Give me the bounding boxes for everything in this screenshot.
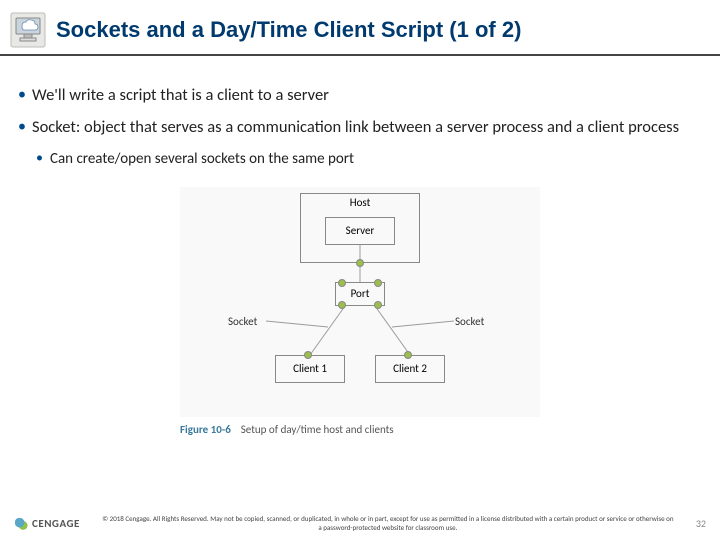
socket-dot xyxy=(304,351,312,359)
network-diagram: Host Server Port Client 1 Client 2 Socke… xyxy=(180,187,540,417)
slide-footer: CENGAGE © 2018 Cengage. All Rights Reser… xyxy=(0,515,720,532)
logo-text: CENGAGE xyxy=(32,517,80,530)
socket-dot xyxy=(374,279,382,287)
figure-caption: Figure 10-6 Setup of day/time host and c… xyxy=(180,423,540,436)
cengage-logo: CENGAGE xyxy=(14,517,80,531)
logo-mark-icon xyxy=(14,517,28,531)
copyright-text: © 2018 Cengage. All Rights Reserved. May… xyxy=(80,515,696,532)
slide-body: We'll write a script that is a client to… xyxy=(0,56,720,436)
figure-number: Figure 10-6 xyxy=(180,423,231,436)
socket-dot xyxy=(338,301,346,309)
diagram-edges xyxy=(180,187,540,417)
figure-caption-text: Setup of day/time host and clients xyxy=(241,423,394,436)
slide-header: Sockets and a Day/Time Client Script (1 … xyxy=(0,0,720,56)
bullet-item: Socket: object that serves as a communic… xyxy=(18,116,702,138)
slide-title: Sockets and a Day/Time Client Script (1 … xyxy=(56,17,521,43)
socket-dot xyxy=(338,279,346,287)
sub-bullet-item: Can create/open several sockets on the s… xyxy=(18,149,702,169)
socket-dot xyxy=(356,259,364,267)
figure-container: Host Server Port Client 1 Client 2 Socke… xyxy=(18,187,702,436)
socket-dot xyxy=(404,351,412,359)
cloud-computer-icon xyxy=(10,12,46,48)
page-number: 32 xyxy=(696,517,706,530)
bullet-item: We'll write a script that is a client to… xyxy=(18,84,702,106)
socket-dot xyxy=(374,301,382,309)
